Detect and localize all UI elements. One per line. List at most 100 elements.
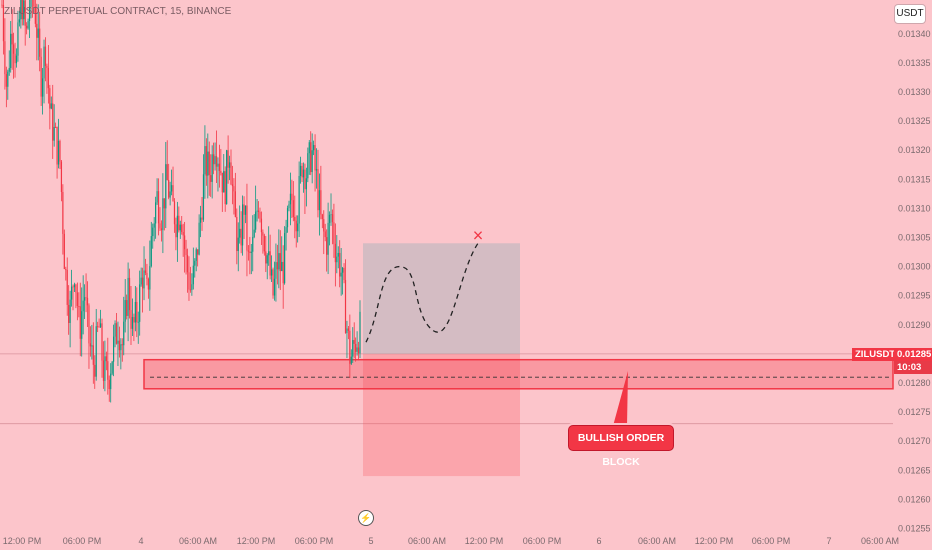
candle-body [301, 165, 303, 178]
candle-body [43, 46, 45, 79]
candle-body [70, 286, 73, 300]
candle-body [313, 145, 315, 151]
candle-body [23, 0, 25, 20]
y-tick-label: 0.01340 [898, 29, 931, 39]
candle-body [97, 326, 99, 328]
candle-body [99, 323, 102, 328]
candle-body [66, 269, 68, 305]
candle-body [244, 205, 247, 215]
candle-body [262, 232, 264, 236]
candle-body [150, 236, 152, 267]
candle-body [265, 251, 267, 264]
candle-body [237, 237, 239, 252]
candle-body [333, 222, 335, 244]
candle-body [47, 67, 49, 89]
x-tick-label: 12:00 PM [695, 536, 734, 546]
candle-body [337, 252, 339, 257]
candle-body [346, 328, 348, 334]
candle-body [326, 237, 328, 255]
candle-body [220, 170, 222, 173]
candle-body [226, 150, 228, 205]
candle-body [130, 310, 132, 329]
currency-button[interactable]: USDT [894, 4, 926, 24]
candle-body [95, 326, 97, 377]
candle-body [344, 280, 347, 334]
lightning-icon[interactable]: ⚡ [358, 510, 374, 526]
candle-body [18, 19, 20, 23]
candle-body [84, 297, 86, 301]
bullish-order-block-callout[interactable]: BULLISH ORDER BLOCK [568, 425, 674, 468]
candle-body [247, 250, 249, 252]
x-tick-label: 4 [138, 536, 143, 546]
candle-body [263, 235, 265, 252]
candle-body [7, 71, 9, 87]
y-tick-label: 0.01265 [898, 465, 931, 475]
candle-body [215, 156, 218, 167]
candle-body [28, 6, 31, 22]
candle-body [162, 198, 164, 231]
x-tick-label: 06:00 AM [638, 536, 676, 546]
candle-body [189, 289, 192, 291]
candle-body [82, 300, 84, 312]
candle-body [26, 25, 28, 29]
x-tick-label: 06:00 PM [63, 536, 102, 546]
y-tick-label: 0.01255 [898, 523, 931, 533]
candle-body [10, 33, 12, 68]
candle-body [11, 33, 13, 45]
candle-body [355, 343, 357, 352]
candle-body [211, 154, 213, 182]
candle-body [260, 218, 263, 233]
candle-body [127, 277, 129, 316]
candle-body [291, 193, 293, 201]
candle-body [76, 292, 78, 307]
candle-body [224, 171, 226, 205]
candle-body [53, 126, 55, 141]
candle-body [231, 184, 234, 187]
candle-body [285, 227, 287, 234]
candle-body [34, 6, 36, 24]
candle-body [21, 0, 23, 20]
candle-body [286, 208, 289, 228]
candle-body [336, 256, 338, 263]
candle-body [305, 178, 307, 190]
candle-body [343, 267, 345, 281]
candle-body [233, 186, 235, 192]
candle-body [198, 222, 200, 255]
candle-body [94, 364, 96, 377]
candle-body [155, 202, 157, 224]
candle-body [107, 361, 109, 380]
candle-body [39, 28, 41, 57]
y-tick-label: 0.01320 [898, 145, 931, 155]
x-tick-label: 06:00 PM [295, 536, 334, 546]
candle-body [239, 228, 241, 238]
y-tick-label: 0.01280 [898, 378, 931, 388]
candle-body [321, 214, 323, 220]
candle-body [163, 198, 165, 209]
candle-body [104, 356, 106, 381]
candle-body [65, 269, 67, 270]
candle-body [269, 251, 271, 276]
candle-body [311, 150, 313, 173]
candle-body [15, 55, 18, 64]
candle-body [41, 78, 44, 97]
x-tick-label: 7 [826, 536, 831, 546]
candle-body [289, 193, 292, 205]
candle-body [40, 56, 42, 97]
candle-body [117, 340, 119, 344]
candle-body [73, 284, 76, 288]
candle-body [160, 228, 163, 231]
y-tick-label: 0.01260 [898, 494, 931, 504]
candle-body [156, 191, 158, 203]
candle-body [227, 150, 229, 168]
candle-body [114, 323, 116, 337]
candle-body [102, 360, 105, 381]
x-tick-label: 6 [596, 536, 601, 546]
candle-body [133, 317, 135, 323]
candle-body [143, 270, 145, 289]
candle-body [334, 243, 336, 263]
candle-body [199, 217, 202, 223]
y-tick-label: 0.01295 [898, 291, 931, 301]
candle-body [17, 22, 19, 56]
y-tick-label: 0.01315 [898, 174, 931, 184]
